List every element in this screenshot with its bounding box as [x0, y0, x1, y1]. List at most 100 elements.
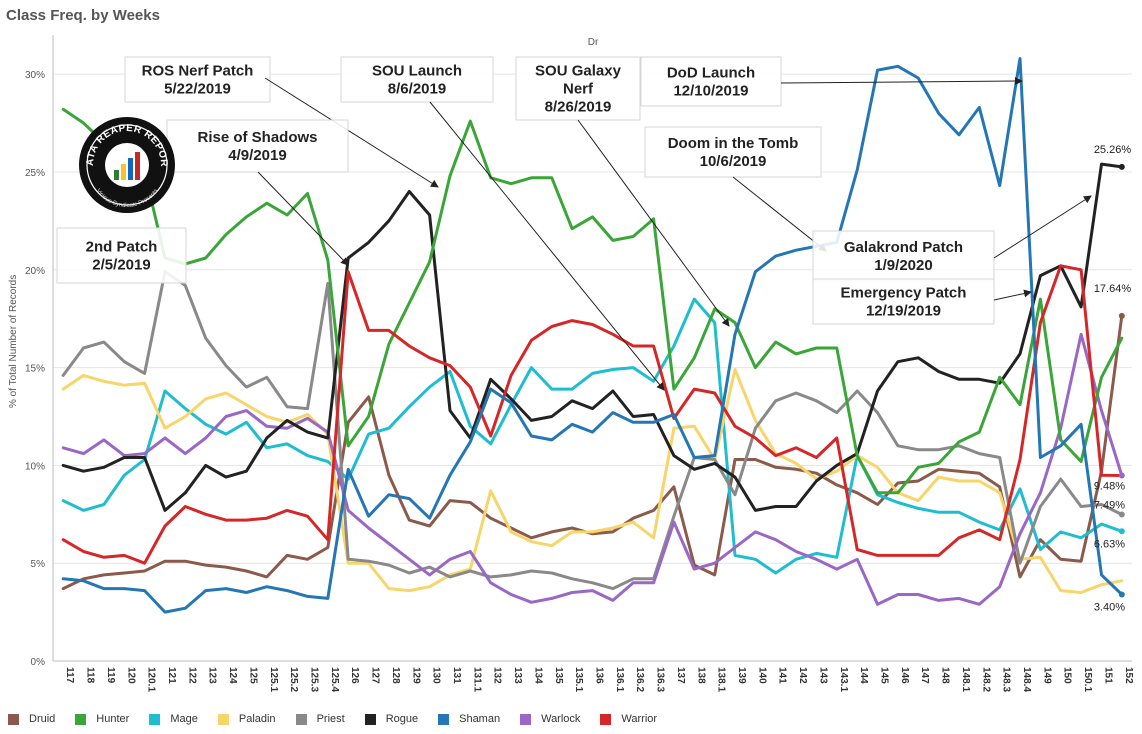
legend-label: Paladin [238, 713, 276, 725]
annotation-text: 1/9/2020 [874, 257, 932, 274]
annotation-text: Nerf [563, 81, 594, 98]
annotation-arrow [577, 119, 730, 327]
annotation-box [812, 278, 995, 325]
x-tick-label: 136.2 [634, 667, 645, 692]
x-tick-label: 148.2 [980, 667, 991, 692]
legend-item-warlock[interactable]: Warlock [520, 713, 580, 725]
annotation-box [56, 227, 187, 284]
legend-label: Shaman [459, 713, 501, 725]
y-tick-label: 5% [31, 559, 46, 570]
legend-item-mage[interactable]: Mage [149, 713, 198, 725]
legend-item-priest[interactable]: Priest [295, 713, 345, 725]
legend-item-druid[interactable]: Druid [8, 713, 55, 725]
end-label-druid: 17.64% [1094, 283, 1132, 295]
x-tick-label: 149 [1041, 667, 1052, 684]
legend-swatch [8, 713, 19, 725]
y-axis-label: % of Total Number of Records [8, 275, 19, 408]
legend-label: Priest [316, 713, 345, 725]
series-line-warlock [61, 332, 1124, 606]
y-tick-label: 20% [25, 266, 45, 277]
legend-label: Warrior [621, 713, 658, 725]
data-reaper-logo: DATA REAPER REPORTVicious Syndicate Pres… [0, 0, 175, 213]
legend-item-shaman[interactable]: Shaman [438, 713, 500, 725]
x-tick-label: 142 [797, 667, 808, 684]
annotation-arrow [993, 195, 1092, 259]
y-tick-label: 0% [31, 657, 46, 668]
x-tick-label: 136.3 [655, 667, 666, 692]
legend-item-hunter[interactable]: Hunter [75, 713, 129, 725]
axes: 0% 5% 10% 15% 20% 25% 30% % of Total Number of … [8, 35, 1134, 692]
annotation-text: ROS Nerf Patch [142, 63, 254, 80]
x-tick-label: 133 [512, 667, 523, 684]
end-label-priest: 7.49% [1094, 499, 1125, 511]
x-tick-label: 121 [166, 667, 177, 684]
legend-label: Mage [170, 713, 198, 725]
annotation-text: 8/26/2019 [545, 99, 612, 116]
x-tick-label: 145 [879, 667, 890, 684]
x-tick-label: 125.3 [308, 667, 319, 692]
annotation-box [644, 126, 822, 178]
x-tick-label: 144 [858, 667, 869, 684]
series-line-shaman [61, 57, 1124, 614]
x-tick-label: 146 [899, 667, 910, 684]
annotation-arrow [257, 171, 349, 266]
legend-swatch [295, 713, 307, 725]
annotation-box [640, 56, 782, 107]
x-tick-label: 134 [532, 667, 543, 684]
series-line-paladin [61, 368, 1124, 594]
x-tick-label: 135 [553, 667, 564, 684]
x-tick-label: 152 [1123, 667, 1134, 684]
series-line-mage [61, 297, 1124, 575]
x-tick-label: 131 [451, 667, 462, 684]
legend-swatch [438, 713, 450, 725]
logo-bar-4 [135, 152, 140, 180]
annotation-arrow [993, 289, 1032, 301]
legend-label: Warlock [541, 713, 581, 725]
series-line-priest [61, 270, 1124, 591]
annotation-arrow [780, 77, 1023, 86]
legend-label: Hunter [96, 713, 130, 725]
x-tick-label: 148.4 [1021, 667, 1032, 692]
end-marker-warlock [1118, 472, 1125, 479]
logo-bar-1 [114, 170, 119, 180]
annotation-text: DoD Launch [667, 65, 755, 82]
series-line-warrior [61, 264, 1124, 565]
x-tick-label: 140 [756, 667, 767, 684]
x-tick-label: 132 [492, 667, 503, 684]
legend-item-paladin[interactable]: Paladin [217, 713, 276, 725]
legend-swatch [149, 713, 161, 725]
annotation-text: 4/9/2019 [228, 147, 286, 164]
legend-item-rogue[interactable]: Rogue [364, 713, 418, 725]
end-label-shaman: 3.40% [1094, 601, 1125, 613]
annotation-text: SOU Launch [372, 63, 462, 80]
x-tick-label: 131.1 [471, 667, 482, 692]
x-tick-label: 143.1 [838, 667, 849, 692]
x-tick-label: 119 [105, 667, 116, 684]
y-tick-label: 10% [25, 461, 45, 472]
annotation-text: 10/6/2019 [700, 153, 767, 170]
x-tick-label: 118 [85, 667, 96, 684]
annotation-box [515, 56, 641, 121]
x-tick-label: 125.4 [329, 667, 340, 692]
legend-swatch [217, 713, 229, 725]
x-tick-label: 139 [736, 667, 747, 684]
x-tick-label: 120 [125, 667, 136, 684]
end-label-rogue: 25.26% [1094, 144, 1132, 156]
x-tick-label: 130 [431, 667, 442, 684]
logo-ring [86, 124, 168, 206]
annotation-text: SOU Galaxy [535, 63, 622, 80]
end-label-warlock: 9.48% [1094, 481, 1125, 493]
annotation-text: 8/6/2019 [388, 81, 446, 98]
end-marker-mage [1118, 528, 1125, 535]
annotation-text: 12/19/2019 [866, 303, 941, 320]
series-lines [61, 57, 1124, 614]
legend-swatch [600, 713, 612, 725]
legend-item-warrior[interactable]: Warrior [600, 713, 657, 725]
x-tick-label: 128 [390, 667, 401, 684]
